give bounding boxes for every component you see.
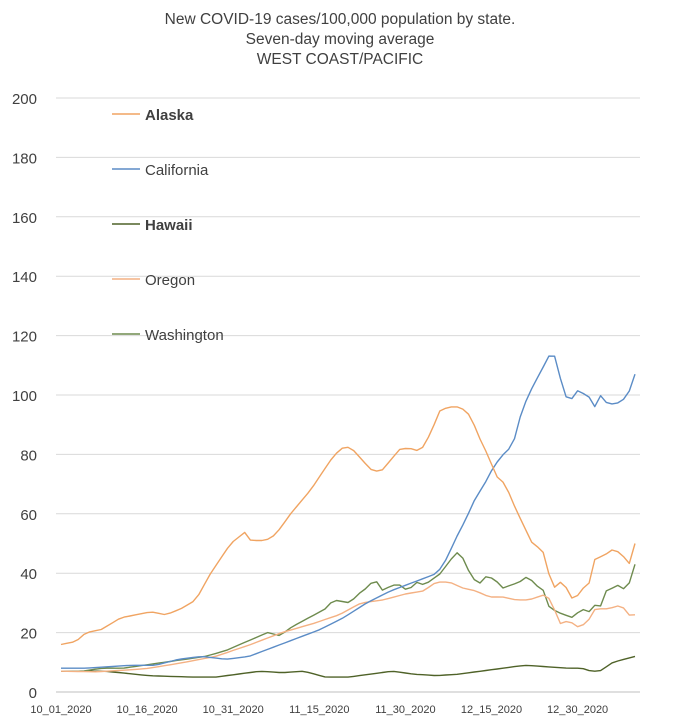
- chart-region-label: WEST COAST/PACIFIC: [256, 51, 424, 68]
- y-tick-label-40: 40: [20, 566, 37, 583]
- chart-title: New COVID-19 cases/100,000 population by…: [164, 11, 516, 28]
- y-tick-label-60: 60: [20, 507, 37, 524]
- y-tick-label-20: 20: [20, 626, 37, 643]
- legend-label-hawaii: Hawaii: [145, 217, 193, 234]
- x-tick-label-2: 10_31_2020: [203, 704, 264, 716]
- chart-subtitle: Seven-day moving average: [245, 31, 435, 48]
- y-tick-label-180: 180: [12, 150, 37, 167]
- y-tick-label-160: 160: [12, 210, 37, 227]
- legend-label-alaska: Alaska: [145, 107, 194, 124]
- x-tick-label-4: 11_30_2020: [375, 704, 435, 716]
- x-tick-label-0: 10_01_2020: [30, 704, 91, 716]
- legend-label-oregon: Oregon: [145, 272, 195, 289]
- y-tick-label-140: 140: [12, 269, 37, 286]
- series-line-hawaii: [61, 655, 636, 678]
- x-tick-label-5: 12_15_2020: [461, 704, 522, 716]
- series-line-washington: [61, 552, 636, 672]
- legend-label-washington: Washington: [145, 327, 224, 344]
- y-tick-label-0: 0: [29, 685, 37, 702]
- y-tick-label-100: 100: [12, 388, 37, 405]
- x-tick-label-3: 11_15_2020: [289, 704, 349, 716]
- y-tick-label-200: 200: [12, 91, 37, 108]
- y-tick-label-120: 120: [12, 329, 37, 346]
- series-line-alaska: [60, 406, 636, 646]
- x-tick-label-1: 10_16_2020: [117, 704, 178, 716]
- series-line-oregon: [60, 581, 636, 673]
- y-tick-label-80: 80: [20, 447, 37, 464]
- series-line-california: [61, 355, 636, 669]
- x-tick-label-6: 12_30_2020: [547, 704, 608, 716]
- legend-label-california: California: [145, 162, 209, 179]
